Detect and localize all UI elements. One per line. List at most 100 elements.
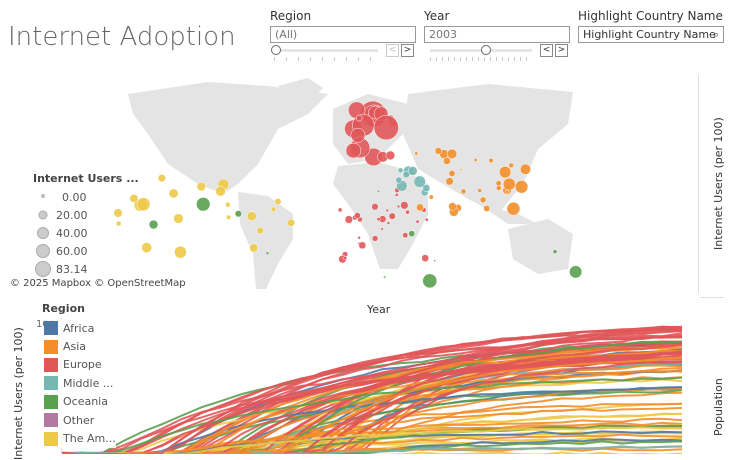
- country-mark[interactable]: [448, 170, 456, 177]
- country-mark[interactable]: [569, 265, 583, 279]
- country-mark[interactable]: [141, 242, 153, 253]
- country-mark[interactable]: [422, 273, 438, 289]
- country-line[interactable]: [62, 364, 682, 455]
- country-mark[interactable]: [408, 166, 418, 176]
- region-legend-item[interactable]: Other: [44, 410, 116, 430]
- highlight-search-input[interactable]: Highlight Country Name ⌕: [578, 26, 724, 43]
- region-legend-item[interactable]: Oceania: [44, 392, 116, 411]
- country-mark[interactable]: [428, 194, 434, 200]
- country-mark[interactable]: [422, 184, 431, 192]
- country-mark[interactable]: [520, 163, 531, 175]
- country-mark[interactable]: [173, 213, 184, 224]
- country-line[interactable]: [62, 360, 682, 454]
- country-mark[interactable]: [287, 218, 296, 227]
- country-mark[interactable]: [343, 256, 348, 261]
- country-mark[interactable]: [388, 212, 396, 220]
- year-next-button[interactable]: >: [555, 44, 568, 57]
- country-mark[interactable]: [402, 232, 409, 239]
- country-mark[interactable]: [274, 198, 282, 206]
- country-mark[interactable]: [479, 196, 487, 204]
- region-legend-item[interactable]: Asia: [44, 337, 116, 356]
- country-mark[interactable]: [413, 175, 426, 188]
- country-mark[interactable]: [345, 142, 362, 159]
- country-line[interactable]: [62, 352, 682, 454]
- country-mark[interactable]: [376, 217, 381, 222]
- country-mark[interactable]: [394, 192, 399, 197]
- region-slider[interactable]: [271, 45, 378, 55]
- region-legend-item[interactable]: The Am...: [44, 429, 116, 448]
- country-mark[interactable]: [400, 201, 409, 210]
- country-mark[interactable]: [136, 197, 151, 212]
- country-mark[interactable]: [350, 127, 366, 143]
- country-mark[interactable]: [408, 230, 416, 237]
- country-mark[interactable]: [443, 157, 451, 165]
- country-mark[interactable]: [337, 207, 343, 213]
- country-mark[interactable]: [196, 181, 206, 192]
- year-filter-dropdown[interactable]: 2003: [424, 26, 570, 43]
- country-mark[interactable]: [371, 203, 379, 211]
- region-prev-button[interactable]: <: [386, 44, 399, 57]
- country-mark[interactable]: [215, 186, 226, 197]
- country-mark[interactable]: [270, 206, 277, 212]
- country-line[interactable]: [62, 356, 682, 454]
- country-mark[interactable]: [168, 188, 179, 199]
- country-mark[interactable]: [256, 226, 264, 235]
- country-mark[interactable]: [473, 157, 478, 163]
- region-slider-knob[interactable]: [271, 45, 281, 55]
- country-mark[interactable]: [246, 211, 257, 222]
- country-mark[interactable]: [416, 203, 424, 212]
- country-mark[interactable]: [226, 214, 232, 220]
- region-filter-dropdown[interactable]: (All): [270, 26, 416, 43]
- country-mark[interactable]: [495, 185, 502, 191]
- region-legend-item[interactable]: Africa: [44, 319, 116, 338]
- country-mark[interactable]: [448, 202, 457, 211]
- country-mark[interactable]: [460, 188, 467, 195]
- country-line[interactable]: [62, 402, 682, 454]
- year-slider[interactable]: [430, 45, 532, 55]
- country-mark[interactable]: [225, 202, 231, 208]
- country-mark[interactable]: [483, 205, 491, 212]
- country-line[interactable]: [62, 433, 682, 454]
- country-mark[interactable]: [446, 148, 458, 160]
- year-slider-knob[interactable]: [481, 45, 492, 55]
- country-mark[interactable]: [358, 241, 367, 250]
- country-mark[interactable]: [434, 147, 443, 155]
- country-mark[interactable]: [415, 219, 420, 224]
- region-legend-item[interactable]: Europe: [44, 355, 116, 375]
- country-mark[interactable]: [386, 221, 391, 225]
- country-mark[interactable]: [113, 208, 123, 218]
- country-mark[interactable]: [385, 208, 389, 213]
- country-mark[interactable]: [433, 259, 437, 262]
- country-mark[interactable]: [357, 236, 361, 240]
- country-line[interactable]: [62, 376, 682, 454]
- region-next-button[interactable]: >: [401, 44, 414, 57]
- country-mark[interactable]: [373, 115, 399, 141]
- country-mark[interactable]: [421, 254, 429, 262]
- country-mark[interactable]: [498, 166, 512, 179]
- year-prev-button[interactable]: <: [540, 44, 553, 57]
- country-mark[interactable]: [148, 219, 159, 230]
- country-line[interactable]: [62, 325, 682, 454]
- country-line[interactable]: [62, 426, 682, 454]
- country-mark[interactable]: [514, 180, 529, 194]
- country-mark[interactable]: [354, 212, 361, 219]
- country-mark[interactable]: [502, 177, 516, 191]
- country-mark[interactable]: [424, 217, 429, 222]
- country-mark[interactable]: [402, 171, 410, 179]
- country-mark[interactable]: [249, 243, 259, 253]
- country-mark[interactable]: [488, 157, 494, 164]
- country-mark[interactable]: [505, 189, 509, 194]
- country-mark[interactable]: [397, 167, 404, 174]
- country-line[interactable]: [62, 445, 682, 454]
- country-mark[interactable]: [414, 151, 419, 156]
- country-mark[interactable]: [344, 215, 353, 224]
- country-mark[interactable]: [383, 275, 386, 279]
- country-line[interactable]: [62, 406, 682, 454]
- country-mark[interactable]: [552, 249, 558, 254]
- country-mark[interactable]: [265, 251, 270, 255]
- country-line[interactable]: [62, 378, 682, 454]
- country-mark[interactable]: [405, 209, 410, 215]
- country-mark[interactable]: [380, 227, 384, 231]
- country-mark[interactable]: [377, 189, 380, 193]
- country-mark[interactable]: [115, 220, 122, 227]
